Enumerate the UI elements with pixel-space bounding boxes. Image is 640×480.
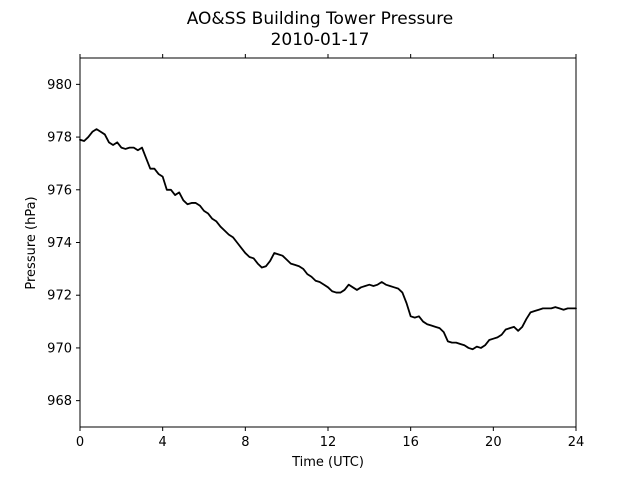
y-tick-label: 974: [47, 236, 72, 251]
y-axis-label: Pressure (hPa): [24, 196, 39, 289]
y-tick-label: 980: [47, 78, 72, 93]
chart-title: AO&SS Building Tower Pressure: [187, 9, 454, 29]
x-tick-label: 16: [402, 435, 419, 450]
x-tick-label: 4: [159, 435, 167, 450]
y-tick-label: 970: [47, 341, 72, 356]
y-tick-label: 976: [47, 183, 72, 198]
x-tick-label: 12: [320, 435, 337, 450]
y-tick-label: 968: [47, 394, 72, 409]
series-line: [79, 128, 577, 351]
axis-ticks: 0 4 8 12 16 20 24 968 970 972 974 976 978 980: [47, 54, 584, 450]
data-lines: [79, 128, 577, 351]
x-tick-label: 0: [76, 435, 84, 450]
x-axis-label: Time (UTC): [291, 455, 364, 470]
y-tick-label: 972: [47, 289, 72, 304]
chart-subtitle: 2010-01-17: [271, 30, 370, 50]
plot-frame: [79, 57, 577, 428]
y-tick-label: 978: [47, 131, 72, 146]
x-tick-label: 20: [485, 435, 502, 450]
x-tick-label: 24: [568, 435, 585, 450]
x-tick-label: 8: [241, 435, 249, 450]
